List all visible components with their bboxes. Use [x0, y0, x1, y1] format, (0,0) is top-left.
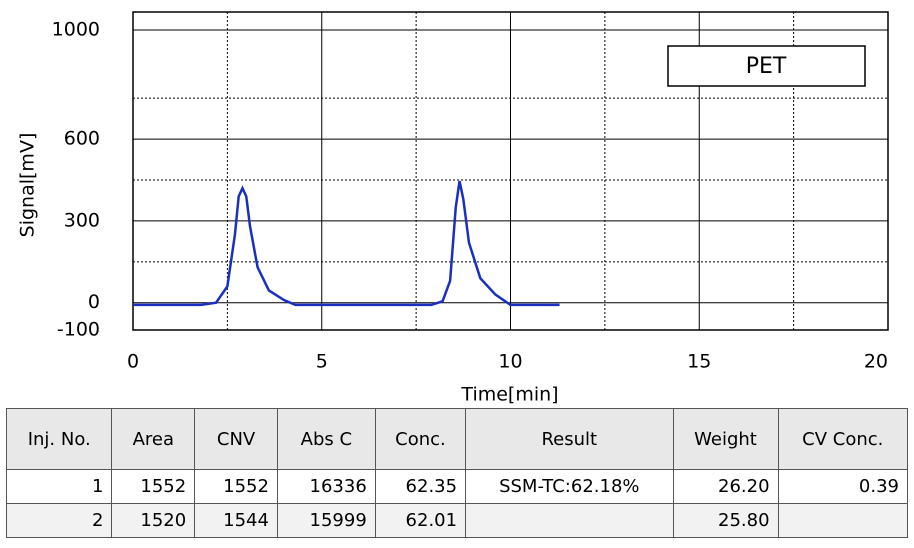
y-tick-label: 300 — [64, 209, 100, 231]
table-cell: 2 — [5, 503, 113, 538]
chart: Time[min] Signal[mV] PET 0 5 10 15 20 -100 0 30… — [17, 11, 889, 406]
column-header: Area — [111, 408, 196, 470]
table-cell: 1552 — [194, 469, 278, 504]
table-cell: 15999 — [276, 503, 376, 538]
x-tick-label: 10 — [498, 351, 522, 373]
table-cell: SSM-TC:62.18% — [465, 469, 674, 504]
column-header: Weight — [672, 408, 779, 470]
legend-entry: PET — [746, 54, 787, 79]
x-tick-label: 0 — [127, 351, 139, 373]
column-header: CV Conc. — [777, 408, 909, 470]
table-cell: 16336 — [276, 469, 376, 504]
table-row: 2 1520 1544 15999 62.01 25.80 — [5, 503, 909, 538]
column-header: Inj. No. — [5, 408, 113, 470]
column-header: Result — [465, 408, 674, 470]
legend-box — [667, 45, 866, 87]
signal-line — [133, 180, 560, 307]
y-tick-label: -100 — [57, 319, 100, 341]
plot-frame — [132, 11, 889, 331]
table-cell — [777, 503, 909, 538]
table-cell: 62.01 — [374, 503, 467, 538]
column-header: Conc. — [374, 408, 467, 470]
header-row: Inj. No. Area CNV Abs C Conc. Result Weight CV … — [5, 408, 909, 470]
y-tick-label: 0 — [88, 291, 100, 313]
column-header: Abs C — [276, 408, 376, 470]
x-tick-label: 20 — [864, 351, 888, 373]
table-cell: 1544 — [194, 503, 278, 538]
x-tick-label: 5 — [316, 351, 328, 373]
y-tick-label: 600 — [64, 128, 100, 150]
y-tick-label: 1000 — [52, 19, 100, 41]
results-table: Inj. No. Area CNV Abs C Conc. Result Weight CV … — [5, 408, 909, 538]
table-cell: 26.20 — [672, 469, 779, 504]
table-row: 1 1552 1552 16336 62.35 SSM-TC:62.18% 26.20 0.3… — [5, 469, 909, 504]
table-cell: 1 — [5, 469, 113, 504]
x-tick-label: 15 — [687, 351, 711, 373]
table-cell: 25.80 — [672, 503, 779, 538]
table-cell: 1552 — [111, 469, 196, 504]
x-axis-label: Time[min] — [460, 384, 558, 406]
column-header: CNV — [194, 408, 278, 470]
y-axis-label: Signal[mV] — [17, 133, 39, 238]
table-cell: 0.39 — [777, 469, 909, 504]
table-cell: 1520 — [111, 503, 196, 538]
table-cell: 62.35 — [374, 469, 467, 504]
table-cell — [465, 503, 674, 538]
